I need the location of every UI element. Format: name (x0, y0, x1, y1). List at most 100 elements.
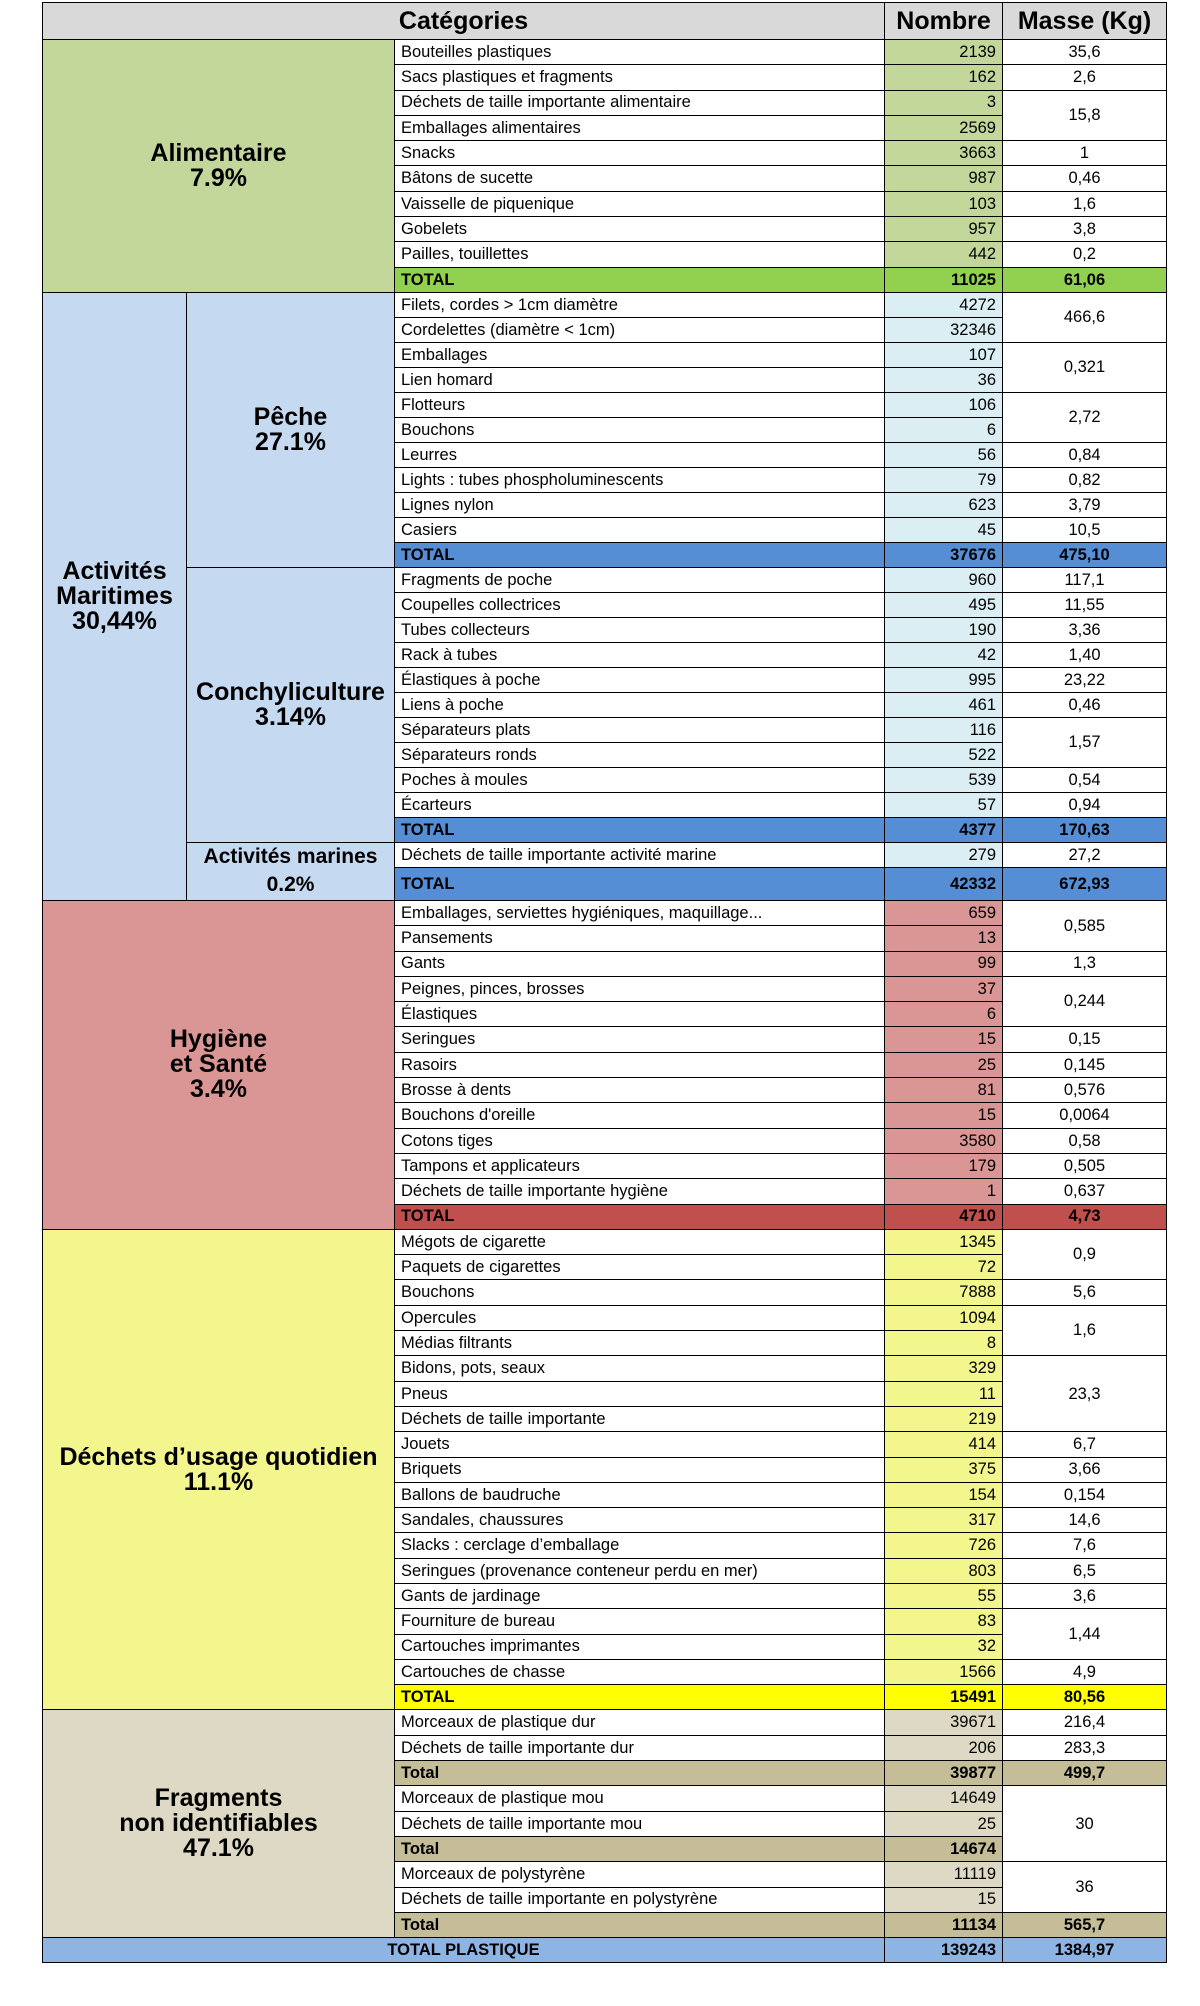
item-mass: 10,5 (1002, 516, 1167, 543)
item-mass: 11,55 (1002, 591, 1167, 618)
item-count: 81 (884, 1077, 1003, 1104)
table-row: Snacks 3663 1 (43, 140, 1167, 167)
item-label: Élastiques à poche (394, 666, 885, 693)
item-label: Total (394, 1911, 885, 1939)
item-mass: 2,6 (1002, 64, 1167, 91)
item-label: TOTAL (394, 866, 885, 901)
subcategory-conchyliculture-line-1: Conchyliculture (196, 677, 385, 706)
total-row: TOTAL 15491 80,56 (43, 1684, 1167, 1711)
category-hygiene-sante-line-3: 3.4% (190, 1075, 247, 1104)
item-mass: 23,22 (1002, 666, 1167, 693)
item-mass: 672,93 (1002, 866, 1167, 901)
item-count: 3580 (884, 1127, 1003, 1154)
item-count: 103 (884, 190, 1003, 218)
item-mass: 1,44 (1002, 1608, 1167, 1660)
subcategory-peche: Pêche 27.1% (186, 291, 395, 568)
item-label: Ballons de baudruche (394, 1481, 885, 1509)
item-count: 1 (884, 1178, 1003, 1205)
table-row: Morceaux de plastique mou 14649 30 (43, 1785, 1167, 1863)
table-row: Rasoirs 25 0,145 (43, 1051, 1167, 1079)
item-count: 1345 (884, 1228, 1003, 1256)
item-count: 659 (884, 899, 1003, 927)
table-body: Alimentaire 7.9% Bouteilles plastiques 2139… (42, 38, 1167, 1964)
item-label: TOTAL (394, 266, 885, 293)
item-count: 803 (884, 1557, 1003, 1584)
table-row: Déchets d’usage quotidien 11.1% Mégots de … (42, 1228, 1167, 1711)
item-mass: 15,8 (1002, 89, 1167, 142)
table-row: Gants 99 1,3 (43, 950, 1167, 977)
item-mass: 0,9 (1002, 1228, 1167, 1281)
item-mass: 7,6 (1002, 1532, 1167, 1559)
category-hygiene-sante-line-2: et Santé (169, 1050, 268, 1079)
category-activites-maritimes: Activités Maritimes 30,44% (42, 291, 187, 901)
category-alimentaire-line-2: 7.9% (190, 163, 247, 192)
item-mass: 6,5 (1002, 1557, 1167, 1584)
item-mass: 0,321 (1002, 341, 1167, 393)
item-label: Paquets de cigarettes (394, 1254, 885, 1281)
item-count: 4710 (884, 1203, 1003, 1230)
item-count: 32 (884, 1633, 1003, 1660)
item-label: Poches à moules (394, 766, 885, 793)
table-row: Leurres 56 0,84 (43, 441, 1167, 468)
item-mass: 0,0064 (1002, 1102, 1167, 1129)
table-row: Fragments non identifiables 47.1% Morceaux … (42, 1709, 1167, 1939)
item-label: Écarteurs (394, 791, 885, 818)
table-row: Fourniture de bureau 83 1,44 (43, 1608, 1167, 1660)
item-count: 106 (884, 391, 1003, 418)
item-count: 8 (884, 1330, 1003, 1357)
table-row: Briquets 375 3,66 (43, 1456, 1167, 1483)
item-label: Cartouches imprimantes (394, 1633, 885, 1660)
item-count: 3663 (884, 140, 1003, 167)
item-mass: 14,6 (1002, 1507, 1167, 1534)
table-row: Séparateurs ronds 522 (43, 741, 1167, 768)
grand-total-count: 139243 (884, 1937, 1003, 1964)
item-label: Bouchons (394, 1279, 885, 1306)
item-count: 375 (884, 1456, 1003, 1483)
item-mass: 170,63 (1002, 816, 1167, 843)
table-row: Pailles, touillettes 442 0,2 (43, 241, 1167, 268)
item-mass: 0,505 (1002, 1152, 1167, 1180)
item-count: 279 (884, 841, 1003, 868)
table-row: Poches à moules 539 0,54 (43, 766, 1167, 793)
item-mass: 27,2 (1002, 841, 1167, 868)
subcategory-peche-line-2: 27.1% (255, 427, 326, 456)
item-label: Déchets de taille importante (394, 1405, 885, 1433)
item-label: Lignes nylon (394, 491, 885, 518)
category-activites-maritimes-line-1: Activités (62, 556, 167, 585)
item-mass: 0,154 (1002, 1481, 1167, 1509)
subcategory-activites-marines-line-2: 0.2% (266, 873, 315, 897)
table-row: Brosse à dents 81 0,576 (43, 1077, 1167, 1104)
item-count: 15491 (884, 1684, 1003, 1711)
item-mass: 0,82 (1002, 466, 1167, 493)
item-label: Slacks : cerclage d’emballage (394, 1532, 885, 1559)
item-count: 461 (884, 691, 1003, 718)
item-count: 37676 (884, 541, 1003, 568)
item-label: Morceaux de plastique dur (394, 1709, 885, 1736)
item-mass: 80,56 (1002, 1684, 1167, 1711)
item-count: 2139 (884, 38, 1003, 66)
table-row: Vaisselle de piquenique 103 1,6 (43, 190, 1167, 218)
table-row: Déchets de taille importante dur 206 283,3 (43, 1734, 1167, 1762)
item-count: 83 (884, 1608, 1003, 1635)
table-row: Coupelles collectrices 495 11,55 (43, 591, 1167, 618)
item-label: Brosse à dents (394, 1077, 885, 1104)
item-mass: 5,6 (1002, 1279, 1167, 1306)
item-count: 190 (884, 616, 1003, 643)
table-row: Casiers 45 10,5 (43, 516, 1167, 543)
total-row: TOTAL 4377 170,63 (43, 816, 1167, 843)
header-masse: Masse (Kg) (1002, 2, 1167, 40)
item-label: Pneus (394, 1380, 885, 1407)
category-fragments-line-3: 47.1% (183, 1834, 254, 1863)
item-label: Bouchons (394, 416, 885, 443)
item-label: Briquets (394, 1456, 885, 1483)
item-label: Fragments de poche (394, 566, 885, 593)
item-count: 162 (884, 64, 1003, 91)
table-row: Déchets de taille importante hygiène 1 0,6… (43, 1178, 1167, 1205)
item-count: 56 (884, 441, 1003, 468)
item-mass: 0,54 (1002, 766, 1167, 793)
category-alimentaire-line-1: Alimentaire (150, 138, 287, 167)
total-row: Total 39877 499,7 (43, 1760, 1167, 1787)
item-count: 107 (884, 341, 1003, 368)
header-row: Catégories Nombre Masse (Kg) (42, 2, 1167, 40)
item-label: Rasoirs (394, 1051, 885, 1079)
